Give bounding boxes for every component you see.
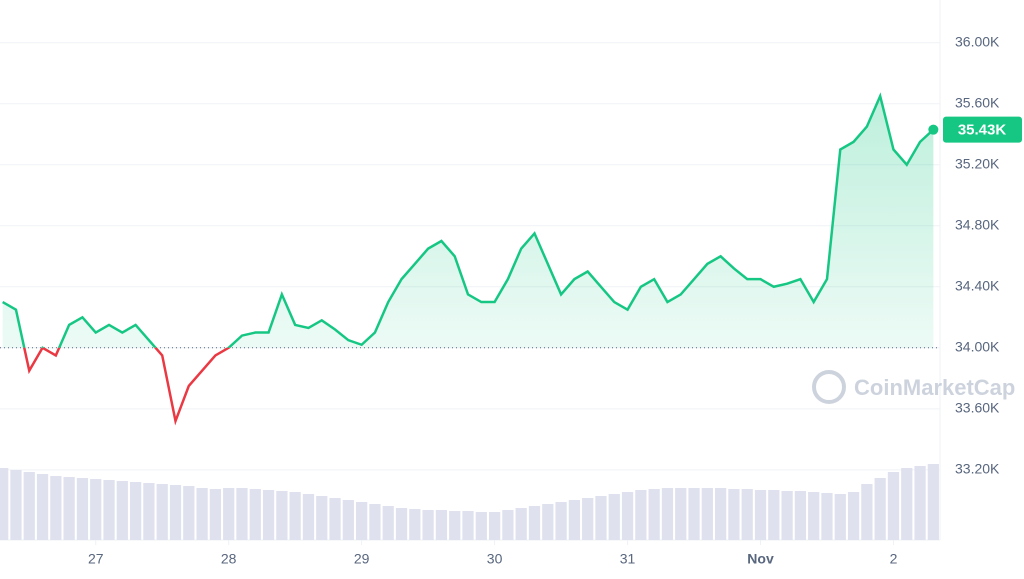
volume-bar [768,490,780,540]
volume-bar [528,506,541,540]
x-tick-label: 31 [620,551,636,567]
volume-bar [901,468,913,540]
volume-bar [781,491,793,540]
y-tick-label: 34.80K [955,216,1000,232]
volume-bar [90,479,102,540]
volume-bar [568,500,580,540]
last-point [928,124,939,135]
watermark: CoinMarketCap [812,370,1015,404]
x-tick-label: 28 [221,551,237,567]
volume-bar [169,485,182,540]
volume-bar [834,494,846,540]
volume-bar [701,488,713,540]
x-tick-label: 27 [88,551,104,567]
volume-bar [209,489,222,540]
watermark-text: CoinMarketCap [854,375,1015,400]
volume-bar [449,511,461,540]
volume-bar [927,464,939,540]
volume-bar [422,510,434,540]
price-tag-label: 35.43K [958,122,1007,139]
x-tick-label: Nov [747,551,774,567]
volume-bar [129,482,142,540]
volume-bar [675,488,687,540]
volume-bar [10,470,22,540]
y-tick-label: 33.60K [955,400,1000,416]
y-tick-label: 35.60K [955,94,1000,110]
volume-bar [23,472,35,540]
volume-bar [183,486,195,540]
volume-bar [821,493,833,540]
volume-bar [156,484,168,540]
volume-bar [63,477,75,540]
volume-bar [515,508,527,540]
volume-bar [435,510,448,540]
volume-bar [555,502,567,540]
x-tick-label: 2 [890,551,898,567]
line-up [2,92,935,348]
volume-bar [688,488,700,540]
volume-bar [196,488,208,540]
volume-bar [76,478,89,540]
volume-bar [475,512,487,540]
volume-bar [621,492,634,540]
volume-bar [276,491,288,540]
volume-bar [502,510,514,540]
logo [812,370,846,404]
volume-bar [36,474,49,540]
volume-bar [382,506,394,540]
volume-bar [914,466,926,540]
volume-bar [874,478,886,540]
volume-bar [488,512,501,540]
volume-bar [714,488,727,540]
y-tick-label: 36.00K [955,33,1000,49]
volume-bar [861,484,873,540]
y-tick-label: 33.20K [955,461,1000,477]
volume-bar [595,496,607,540]
volume-bar [794,491,807,540]
line-down [22,347,231,426]
volume-bar [302,494,315,540]
volume-bar [462,511,474,540]
x-tick-label: 29 [354,551,370,567]
volume-bar [808,492,820,540]
x-tick-label: 30 [487,551,503,567]
volume-bar [316,496,328,540]
volume-bar [648,489,660,540]
volume-bar [608,494,620,540]
volume-bar [542,504,554,540]
area [2,96,934,348]
volume-bar [741,489,753,540]
volume-bar [223,488,235,540]
volume-bar [50,476,62,540]
volume-bar [249,489,261,540]
volume-bar [661,488,674,540]
volume-bar [887,472,900,540]
volume-bar [369,504,381,540]
volume-bar [289,492,301,540]
y-tick-label: 34.40K [955,277,1000,293]
volume-bar [116,481,128,540]
volume-bar [329,498,341,540]
volume-bar [395,508,408,540]
volume-bar [356,502,368,540]
volume-bar [409,509,421,540]
volume-bar [262,490,275,540]
volume-bar [0,468,9,540]
volume-bar [236,488,248,540]
y-tick-label: 35.20K [955,155,1000,171]
volume-bar [635,490,647,540]
volume-bar [143,483,155,540]
volume-bar [582,498,594,540]
price-tag [943,116,1022,143]
volume-bar [754,490,767,540]
volume-bar [342,500,354,540]
volume-bar [103,480,115,540]
volume-bar [728,489,740,540]
volume-bar [847,492,860,540]
y-tick-label: 34.00K [955,338,1000,354]
